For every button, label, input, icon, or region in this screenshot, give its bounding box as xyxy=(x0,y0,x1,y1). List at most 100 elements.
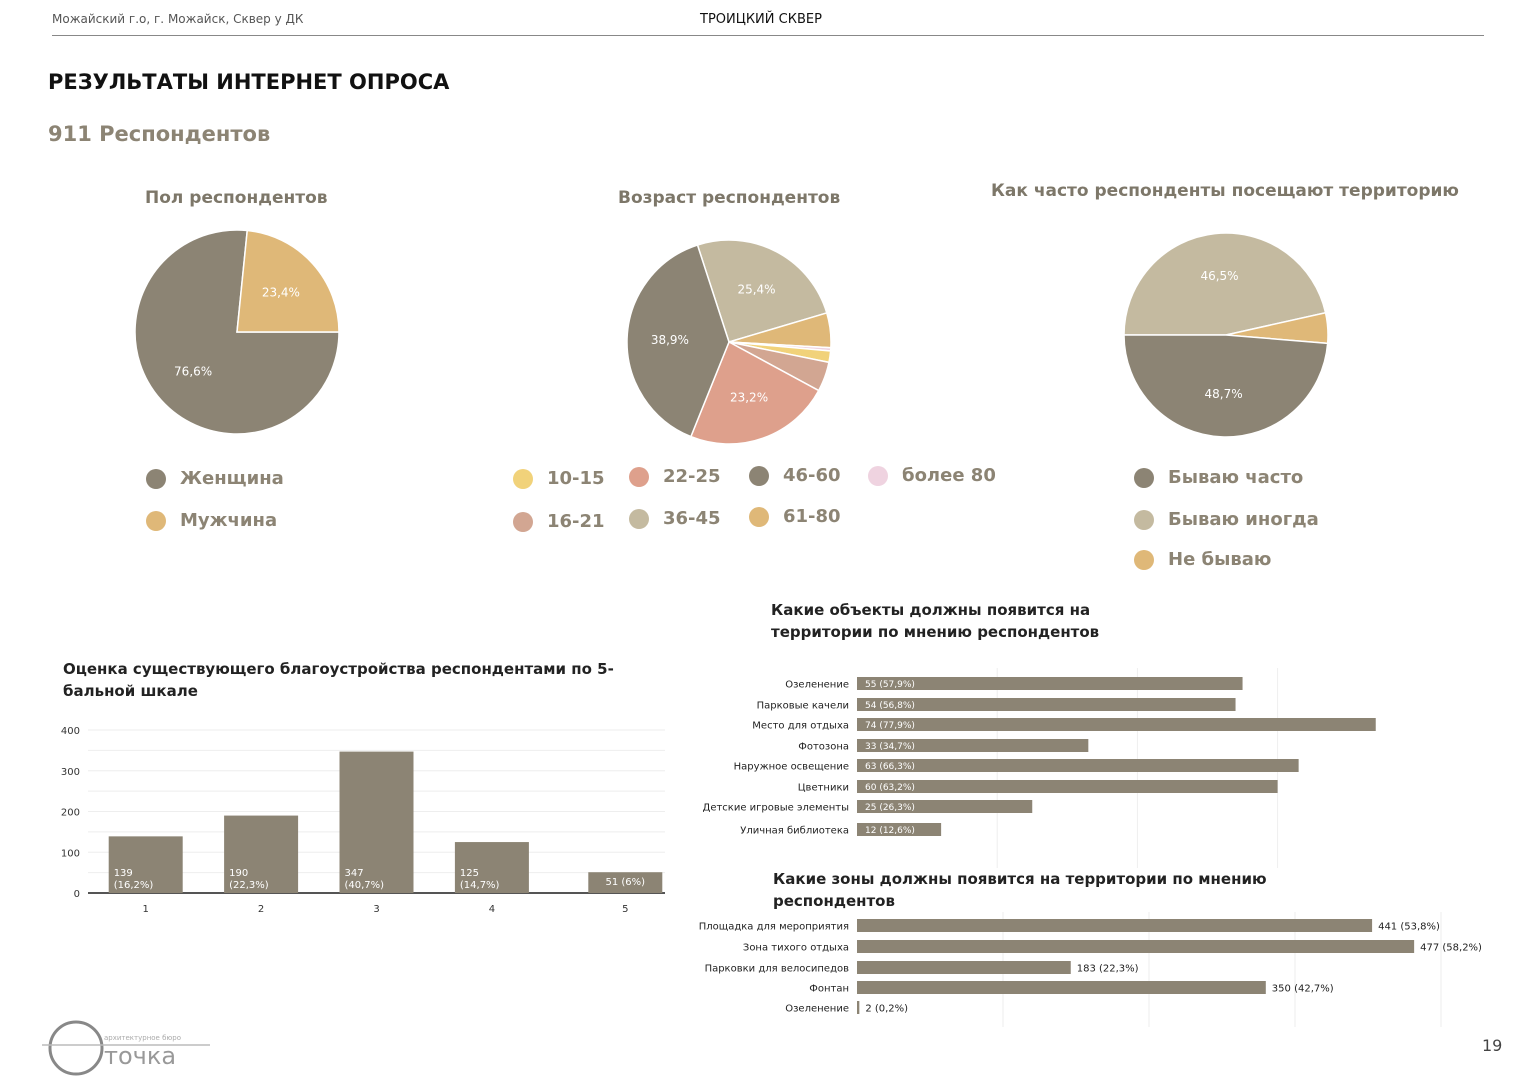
bar-data-label: 51 (6%) xyxy=(606,877,646,888)
legend-label: Бываю часто xyxy=(1168,467,1304,488)
category-label: Озеленение xyxy=(785,1004,849,1015)
category-label: Место для отдыха xyxy=(752,721,849,732)
legend-label: 22-25 xyxy=(663,466,721,487)
bar-data-label: 33 (34,7%) xyxy=(865,742,915,752)
legend-swatch xyxy=(146,468,166,489)
legend-swatch xyxy=(868,465,888,486)
bar-data-label: 347 (40,7%) xyxy=(345,868,385,891)
legend-label: Не бываю xyxy=(1168,549,1272,570)
bar-data-label: 63 (66,3%) xyxy=(865,762,915,772)
category-label: Наружное освещение xyxy=(734,762,849,773)
legend-swatch xyxy=(749,465,769,486)
legend-swatch xyxy=(749,506,769,527)
slice-label: 48,7% xyxy=(1205,387,1243,401)
legend-swatch xyxy=(629,466,649,487)
rating-chart-title: Оценка существующего благоустройства рес… xyxy=(63,660,614,700)
category-label: Зона тихого отдыха xyxy=(743,943,849,954)
slice-label: 38,9% xyxy=(651,333,689,347)
legend-item: более 80 xyxy=(868,465,996,486)
pie-slice xyxy=(689,340,820,445)
x-tick-label: 5 xyxy=(622,904,628,915)
y-tick-label: 100 xyxy=(61,848,80,859)
bar-data-label: 183 (22,3%) xyxy=(1077,964,1139,975)
bar xyxy=(857,940,1415,953)
bar-data-label: 190 (22,3%) xyxy=(229,868,269,891)
x-tick-label: 1 xyxy=(143,904,149,915)
slice-label: 23,2% xyxy=(730,391,768,405)
logo-tagline: архитектурное бюро xyxy=(104,1034,181,1042)
pie-slice xyxy=(626,244,730,438)
x-tick-label: 4 xyxy=(489,904,495,915)
bar xyxy=(454,842,529,893)
category-label: Детские игровые элементы xyxy=(703,803,849,814)
bar xyxy=(857,677,1243,690)
category-label: Парковые качели xyxy=(757,701,849,712)
category-label: Озеленение xyxy=(785,680,849,691)
legend-item: 16-21 xyxy=(513,511,605,532)
legend-swatch xyxy=(513,511,533,532)
legend-swatch xyxy=(146,510,166,531)
slice-label: 23,4% xyxy=(262,285,300,299)
bar-data-label: 477 (58,2%) xyxy=(1420,943,1482,954)
bar xyxy=(588,872,663,893)
header-project: ТРОИЦКИЙ СКВЕР xyxy=(700,12,822,27)
legend-swatch xyxy=(1134,549,1154,570)
gender-pie: 76,6% 23,4% xyxy=(134,229,340,435)
bar-data-label: 12 (12,6%) xyxy=(865,826,915,836)
bar-data-label: 125 (14,7%) xyxy=(460,868,500,891)
objects-chart-title: Какие объекты должны появится на террито… xyxy=(771,601,1100,641)
category-label: Парковки для велосипедов xyxy=(705,964,850,975)
legend-item: 61-80 xyxy=(749,506,841,527)
legend-item: 46-60 xyxy=(749,465,841,486)
header-location: Можайский г.о, г. Можайск, Сквер у ДК xyxy=(52,12,304,26)
bar-data-label: 2 (0,2%) xyxy=(865,1004,908,1015)
legend-label: 46-60 xyxy=(783,465,841,486)
bar xyxy=(857,981,1266,994)
legend-swatch xyxy=(1134,467,1154,488)
y-tick-label: 300 xyxy=(61,767,80,778)
legend-item: 22-25 xyxy=(629,466,721,487)
x-tick-label: 3 xyxy=(373,904,379,915)
legend-label: Мужчина xyxy=(180,510,278,531)
age-chart-title: Возраст респондентов xyxy=(618,188,841,208)
page-number: 19 xyxy=(1482,1036,1503,1055)
pie-slice xyxy=(1123,232,1327,336)
slice-label: 25,4% xyxy=(737,283,775,297)
gender-chart-title: Пол респондентов xyxy=(145,188,328,208)
bar xyxy=(108,836,183,893)
category-label: Фонтан xyxy=(809,984,849,995)
header-divider xyxy=(52,35,1484,36)
legend-label: 10-15 xyxy=(547,468,605,489)
bar-data-label: 25 (26,3%) xyxy=(865,803,915,813)
zones-chart-title: Какие зоны должны появится на территории… xyxy=(773,870,1267,910)
bar xyxy=(857,718,1376,731)
category-label: Площадка для мероприятия xyxy=(699,922,849,933)
logo-mark: архитектурное бюро точка xyxy=(42,1020,210,1076)
bar xyxy=(857,823,942,836)
bar xyxy=(857,961,1071,974)
y-tick-label: 400 xyxy=(61,726,80,737)
legend-item: Не бываю xyxy=(1134,549,1271,570)
legend-item: Женщина xyxy=(146,468,284,489)
legend-swatch xyxy=(629,508,649,529)
slice-label: 76,6% xyxy=(174,365,212,379)
legend-swatch xyxy=(513,468,533,489)
zones-bar-chart: Площадка для мероприятия 441 (53,8%) Зона … xyxy=(699,912,1482,1027)
category-label: Фотозона xyxy=(798,742,849,753)
legend-item: 36-45 xyxy=(629,508,721,529)
bar xyxy=(857,919,1373,932)
legend-item: Мужчина xyxy=(146,510,277,531)
bar xyxy=(857,698,1236,711)
bar-data-label: 139 (16,2%) xyxy=(114,868,154,891)
bar xyxy=(857,1001,860,1014)
respondent-count: 911 Респондентов xyxy=(48,122,271,146)
bar xyxy=(857,780,1278,793)
visit-chart-title: Как часто респонденты посещают территори… xyxy=(991,181,1459,201)
bar-data-label: 441 (53,8%) xyxy=(1378,922,1440,933)
bar-data-label: 74 (77,9%) xyxy=(865,721,915,731)
pie-slice xyxy=(1123,334,1329,438)
bar xyxy=(224,815,299,893)
y-tick-label: 0 xyxy=(74,889,80,900)
legend-label: 16-21 xyxy=(547,511,605,532)
